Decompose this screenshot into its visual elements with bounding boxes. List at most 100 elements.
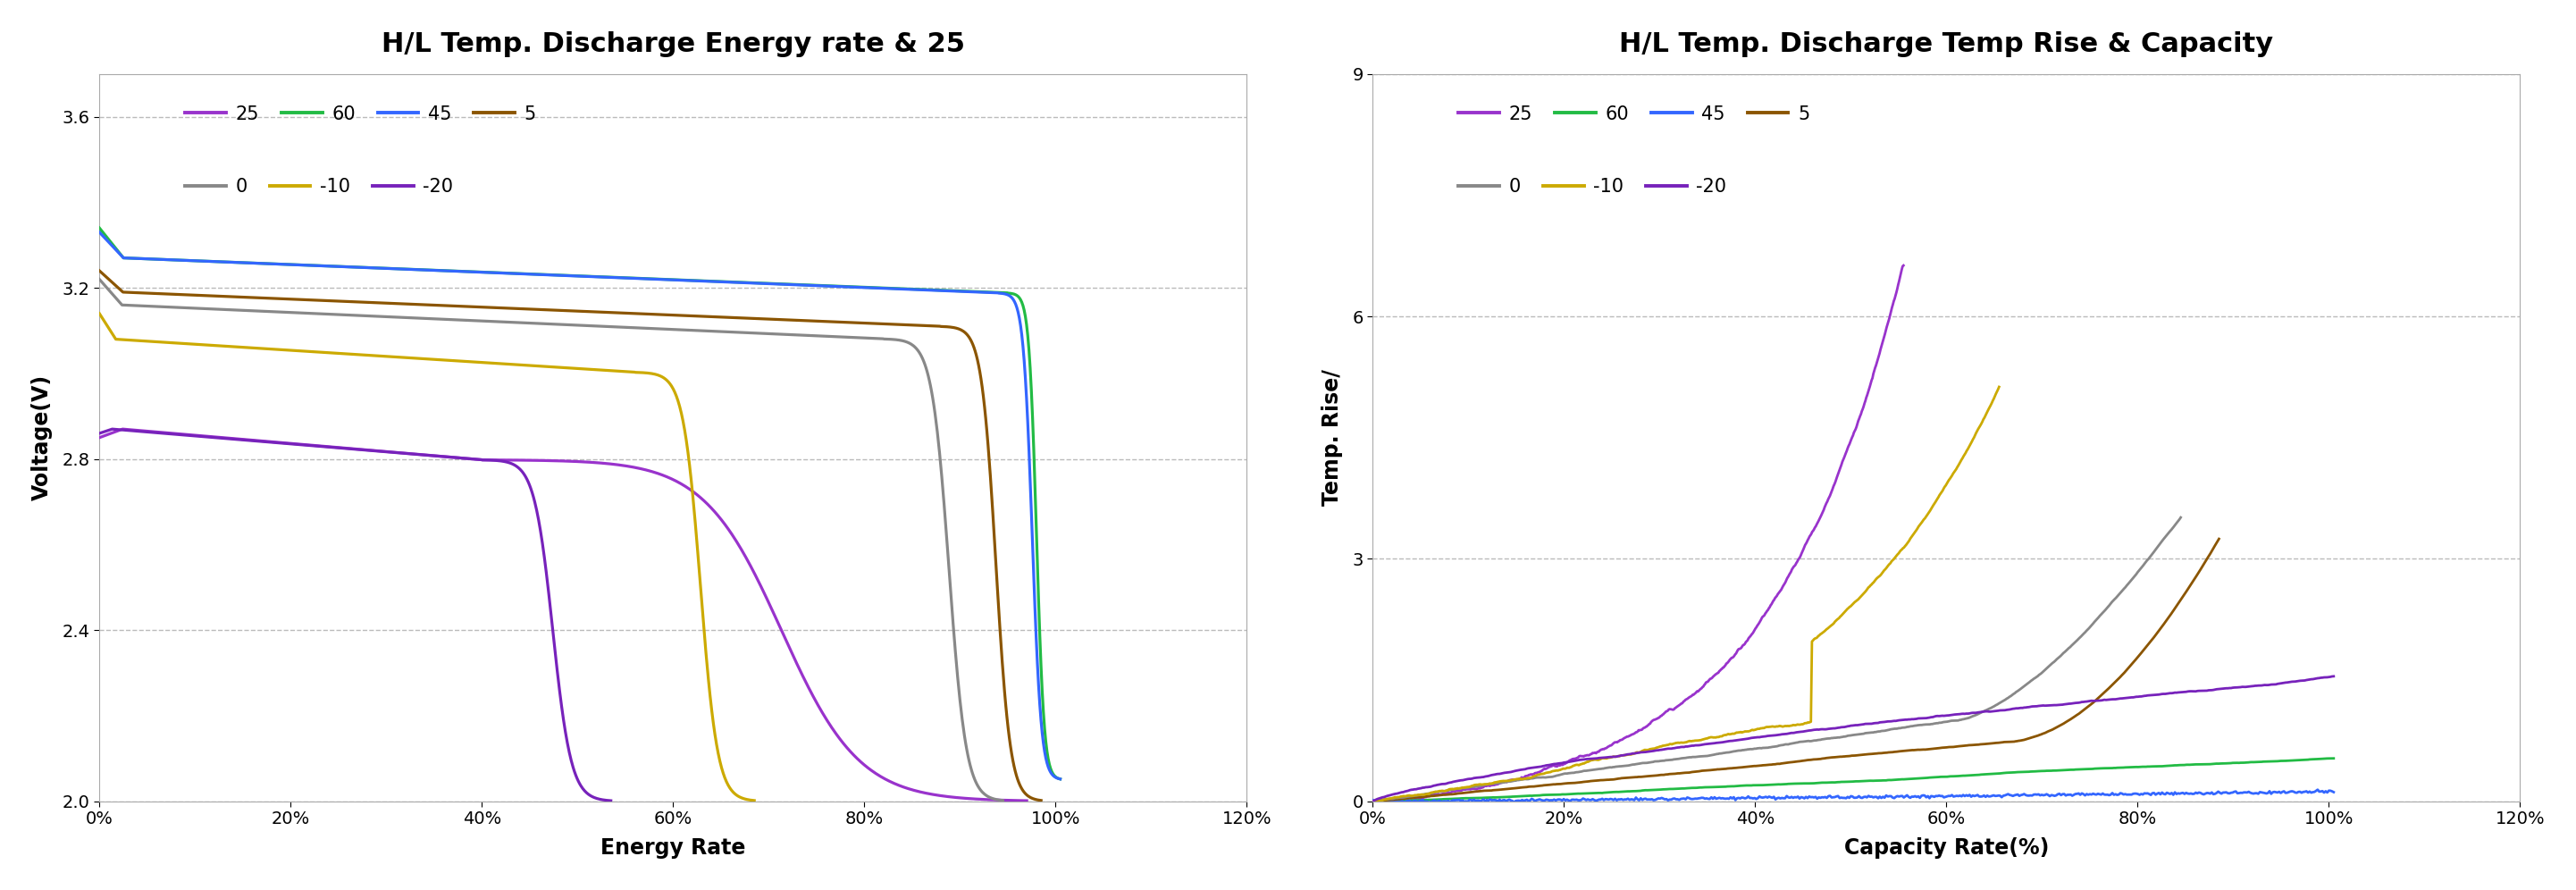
Line: 45: 45 [100, 232, 1061, 779]
-20 [410, 449, 440, 460]
0 [608, 322, 639, 333]
60 [1793, 778, 1824, 789]
60 [641, 274, 672, 285]
60 [1999, 767, 2030, 778]
-10 [1468, 779, 1499, 789]
Line: 0: 0 [100, 279, 1002, 800]
-10 [1358, 796, 1388, 806]
45 [1530, 796, 1561, 806]
0 [1566, 766, 1597, 777]
Line: -20: -20 [1373, 676, 2334, 801]
0 [139, 301, 170, 312]
5 [1025, 795, 1056, 805]
45 [1358, 795, 1388, 805]
60 [1528, 789, 1558, 800]
X-axis label: Energy Rate: Energy Rate [600, 837, 744, 859]
45 [142, 254, 173, 264]
45 [85, 227, 116, 238]
-10 [739, 795, 770, 805]
5 [1574, 776, 1605, 787]
25 [1669, 694, 1700, 705]
5 [799, 316, 829, 327]
-20 [381, 448, 412, 458]
5 [1994, 737, 2025, 748]
-20 [471, 455, 502, 465]
Line: 60: 60 [100, 228, 1061, 779]
5 [1857, 748, 1888, 759]
Line: 25: 25 [100, 429, 1028, 801]
-10 [1641, 742, 1672, 753]
60 [1046, 773, 1077, 784]
60 [2316, 753, 2347, 764]
-20 [1528, 761, 1558, 772]
Y-axis label: Voltage(V): Voltage(V) [31, 375, 52, 501]
-20 [2318, 671, 2349, 682]
60 [2318, 753, 2349, 764]
-10 [464, 357, 495, 368]
Line: 5: 5 [1373, 538, 2218, 801]
Line: 25: 25 [1373, 265, 1904, 801]
-20 [98, 424, 129, 434]
5 [1358, 796, 1388, 806]
-10 [1517, 771, 1548, 781]
25 [108, 424, 139, 434]
25 [1358, 796, 1388, 806]
-20 [526, 525, 556, 536]
25 [675, 485, 706, 496]
25 [1494, 775, 1525, 786]
0 [2166, 512, 2197, 522]
Line: -10: -10 [100, 313, 755, 800]
0 [770, 329, 801, 340]
0 [987, 795, 1018, 805]
45 [1414, 797, 1445, 808]
-10 [647, 372, 677, 383]
Title: H/L Temp. Discharge Temp Rise & Capacity: H/L Temp. Discharge Temp Rise & Capacity [1620, 31, 2275, 57]
0 [1358, 796, 1388, 806]
-10 [502, 360, 533, 370]
Legend: 0, -10, -20: 0, -10, -20 [1450, 171, 1734, 203]
-20 [595, 796, 626, 806]
25 [649, 470, 680, 481]
60 [1605, 787, 1636, 797]
-20 [85, 428, 116, 439]
60 [811, 280, 842, 291]
Title: H/L Temp. Discharge Energy rate & 25: H/L Temp. Discharge Energy rate & 25 [381, 31, 966, 57]
5 [2202, 533, 2233, 544]
-10 [1984, 382, 2014, 392]
0 [1834, 730, 1865, 740]
25 [142, 426, 173, 437]
45 [912, 285, 943, 295]
Y-axis label: Temp. Rise/: Temp. Rise/ [1321, 369, 1342, 506]
-20 [116, 425, 147, 436]
0 [1723, 745, 1754, 756]
60 [667, 275, 698, 286]
0 [1896, 721, 1927, 732]
45 [1605, 794, 1636, 805]
45 [2081, 789, 2112, 799]
0 [631, 323, 662, 334]
25 [1597, 739, 1628, 749]
60 [2081, 764, 2112, 774]
0 [1499, 775, 1530, 786]
45 [2303, 784, 2334, 795]
5 [1922, 743, 1953, 754]
Line: 0: 0 [1373, 517, 2182, 801]
25 [623, 463, 654, 473]
45 [2318, 787, 2349, 797]
25 [1888, 260, 1919, 271]
60 [912, 284, 943, 295]
45 [1793, 791, 1824, 802]
X-axis label: Capacity Rate(%): Capacity Rate(%) [1844, 837, 2048, 859]
45 [1046, 773, 1077, 784]
45 [2002, 789, 2032, 800]
-20 [1999, 703, 2030, 714]
25 [788, 673, 819, 684]
45 [811, 280, 842, 291]
45 [696, 276, 726, 287]
5 [1507, 782, 1538, 793]
60 [1924, 772, 1955, 782]
5 [142, 288, 173, 299]
Legend: 0, -10, -20: 0, -10, -20 [178, 171, 461, 203]
-10 [580, 364, 611, 375]
0 [863, 333, 894, 344]
